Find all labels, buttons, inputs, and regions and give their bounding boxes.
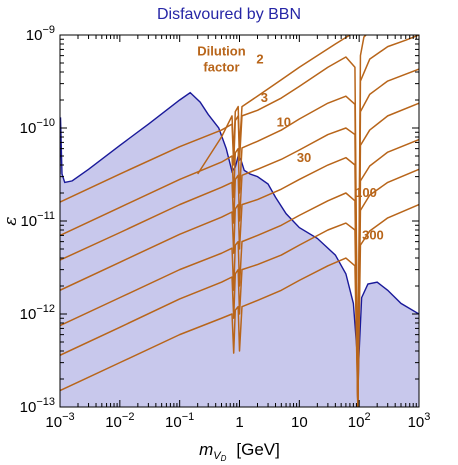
x-axis-label-unit: [GeV] <box>236 440 279 459</box>
x-tick-label: 10−3 <box>45 411 74 431</box>
x-axis-label: mVD [GeV] <box>199 440 280 463</box>
x-tick-label: 10−1 <box>165 411 194 431</box>
x-tick-label: 103 <box>408 411 431 431</box>
x-axis-ticks: 10−3 10−2 10−1 1 10 102 103 <box>45 35 430 431</box>
dilution-line-10 <box>60 35 419 407</box>
y-axis-label: ε <box>1 216 21 225</box>
dilution-line-unlabeled-7 <box>60 203 419 407</box>
x-axis-label-sub: V <box>213 450 222 462</box>
dilution-factor-annotation-line1: Dilution <box>197 44 245 59</box>
x-axis-label-subsub: D <box>221 454 227 463</box>
y-tick-label: 10−12 <box>20 303 55 323</box>
dilution-label-30: 30 <box>297 150 311 165</box>
y-tick-label: 10−10 <box>20 117 55 137</box>
dilution-label-100: 100 <box>355 185 377 200</box>
x-tick-label: 10 <box>291 414 308 431</box>
dilution-label-2: 2 <box>256 51 263 66</box>
dilution-label-300: 300 <box>362 227 384 242</box>
dilution-label-3: 3 <box>261 90 268 105</box>
dilution-label-10: 10 <box>277 115 291 130</box>
y-tick-label: 10−11 <box>20 210 55 230</box>
y-tick-label: 10−9 <box>26 24 55 44</box>
x-tick-label: 10−2 <box>105 411 134 431</box>
y-axis-ticks: 10−13 10−12 10−11 10−10 10−9 <box>20 24 419 416</box>
x-tick-label: 1 <box>235 414 243 431</box>
series-labels: 2 3 10 30 100 300 <box>256 51 383 242</box>
x-tick-label: 102 <box>348 411 371 431</box>
y-tick-label: 10−13 <box>20 396 55 416</box>
x-axis-label-symbol: m <box>199 440 213 459</box>
bbn-region-fill <box>60 92 419 407</box>
chart-title: Disfavoured by BBN <box>157 6 301 23</box>
dilution-factor-annotation-line2: factor <box>203 60 239 75</box>
dilution-lines-layer <box>60 35 419 407</box>
